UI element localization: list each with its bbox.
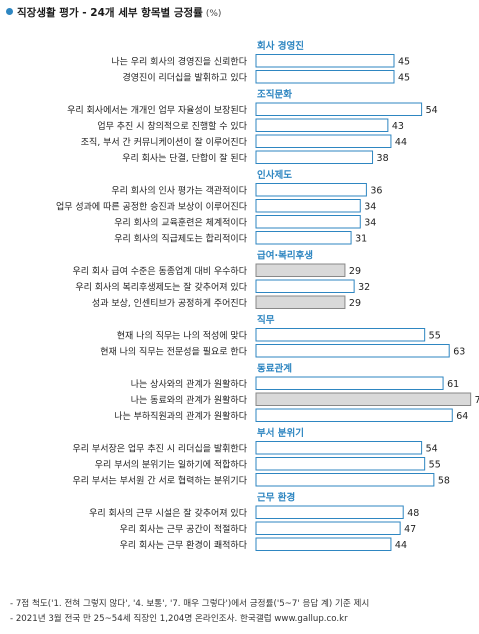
bar [255,521,401,535]
row-label: 우리 부서장은 업무 추진 시 리더십을 발휘한다 [73,443,248,454]
bar [255,328,426,342]
bar [255,150,374,164]
row-label: 업무 추진 시 창의적으로 진행할 수 있다 [97,120,247,132]
footnotes: - 7점 척도('1. 전혀 그렇지 않다', '4. 보통', '7. 매우 … [10,597,369,627]
row-label: 우리 회사는 근무 환경이 쾌적하다 [120,539,248,551]
row-label: 경영진이 리더십을 발휘하고 있다 [122,71,247,83]
row-label: 나는 우리 회사의 경영진을 신뢰한다 [111,55,247,67]
value-label: 38 [377,153,389,164]
value-label: 48 [407,508,419,519]
category-label: 동료관계 [257,363,292,375]
value-label: 34 [364,201,376,212]
value-label: 45 [398,56,410,67]
bar [255,279,355,293]
row-label: 우리 부서의 분위기는 일하기에 적합하다 [95,458,248,470]
row-label: 우리 회사 급여 수준은 동종업계 대비 우수하다 [73,265,248,277]
row-label: 조직, 부서 간 커뮤니케이션이 잘 이루어진다 [81,136,248,148]
value-label: 36 [370,185,382,196]
bar [255,134,392,148]
row-label: 나는 동료와의 관계가 원활하다 [131,394,248,406]
bar [255,295,346,309]
bar [255,457,426,471]
category-label: 회사 경영진 [257,40,304,52]
value-label: 55 [429,459,441,470]
value-label: 29 [349,266,361,277]
value-label: 64 [456,411,468,422]
row-label: 우리 회사의 근무 시설은 잘 갖추어져 있다 [89,507,248,519]
category-label: 인사제도 [257,169,292,181]
row-label: 우리 회사의 인사 평가는 객관적이다 [111,184,247,196]
bar [255,70,395,84]
bar [255,199,361,213]
bar [255,408,453,422]
value-label: 47 [404,524,416,535]
bar [255,54,395,68]
chart-title: 직장생활 평가 - 24개 세부 항목별 긍정률 (%) [6,5,221,20]
bar [255,263,346,277]
value-label: 58 [438,475,450,486]
bar [255,231,352,245]
footnote-survey: - 2021년 3월 전국 만 25~54세 직장인 1,204명 온라인조사.… [10,614,348,624]
value-label: 43 [392,121,404,132]
row-label: 우리 회사의 교육훈련은 체계적이다 [114,216,248,228]
title-text: 직장생활 평가 - 24개 세부 항목별 긍정률 [17,7,203,19]
bar [255,344,450,358]
row-label: 현재 나의 직무는 나의 적성에 맞다 [117,329,248,341]
bar [255,537,392,551]
value-label: 29 [349,298,361,309]
category-label: 근무 환경 [257,492,295,504]
bar [255,473,435,487]
value-label: 44 [395,540,407,551]
value-label: 70 [475,395,479,406]
unit-label: (%) [205,9,222,19]
row-label: 우리 회사는 근무 공간이 적절하다 [120,523,248,535]
bar [255,376,444,390]
row-label: 우리 회사의 직급제도는 합리적이다 [114,232,248,244]
row-label: 성과 보상, 인센티브가 공정하게 주어진다 [92,298,248,309]
value-label: 34 [364,217,376,228]
value-label: 55 [429,330,441,341]
row-label: 업무 성과에 따른 공정한 승진과 보상이 이루어진다 [56,201,248,212]
bar [255,102,423,116]
row-label: 나는 부하직원과의 관계가 원활하다 [114,410,248,422]
value-label: 54 [426,105,438,116]
value-label: 54 [426,443,438,454]
value-label: 32 [358,282,370,293]
row-label: 우리 회사에서는 개개인 업무 자율성이 보장된다 [67,104,248,116]
row-label: 나는 상사와의 관계가 원활하다 [131,378,248,390]
category-label: 급여·복리후생 [257,250,313,262]
bar [255,441,423,455]
value-label: 44 [395,137,407,148]
row-label: 우리 부서는 부서원 간 서로 협력하는 분위기다 [73,474,248,486]
value-label: 61 [447,379,459,390]
bar [255,183,367,197]
value-label: 45 [398,72,410,83]
row-label: 현재 나의 직무는 전문성을 필요로 한다 [100,345,248,357]
category-label: 직무 [257,314,275,326]
bar [255,392,472,406]
value-label: 31 [355,233,367,244]
bar [255,215,361,229]
bar [255,505,404,519]
footnote-scale: - 7점 척도('1. 전혀 그렇지 않다', '4. 보통', '7. 매우 … [10,599,370,609]
category-label: 조직문화 [257,89,292,101]
bar [255,118,389,132]
title-bullet-icon [6,8,13,15]
row-label: 우리 회사는 단결, 단합이 잘 된다 [122,152,248,164]
row-label: 우리 회사의 복리후생제도는 잘 갖추어져 있다 [75,281,247,293]
value-label: 63 [453,346,465,357]
category-label: 부서 분위기 [257,427,304,439]
